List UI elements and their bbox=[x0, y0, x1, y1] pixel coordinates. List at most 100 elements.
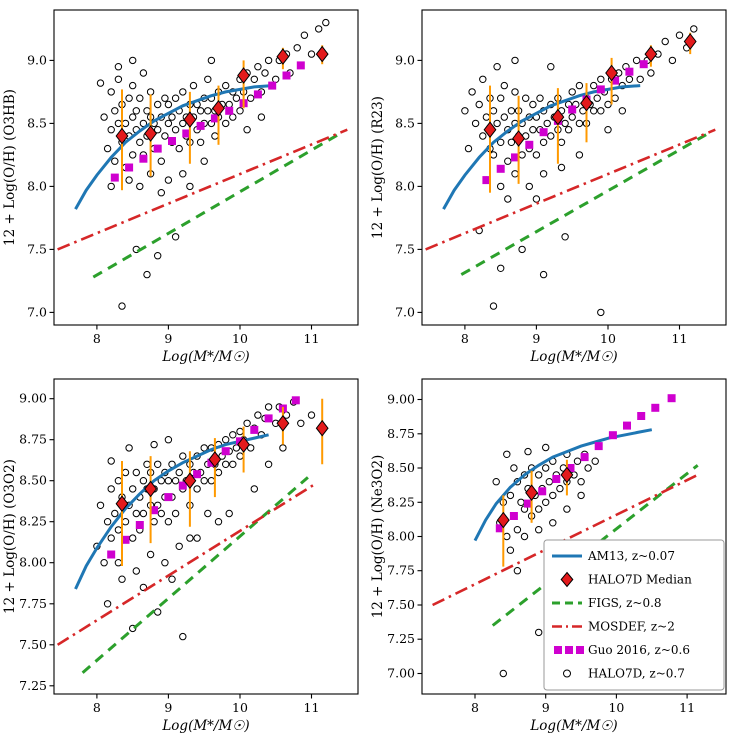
halo7d-point bbox=[568, 113, 576, 121]
x-axis: 8 9 10 11 bbox=[93, 694, 319, 715]
y-axis: 7.00 7.25 7.50 7.75 8.00 8.25 8.50 8.75 9.00 bbox=[387, 392, 422, 681]
guo-marker bbox=[639, 60, 648, 69]
y-tick-label: 8.75 bbox=[387, 426, 415, 441]
halo7d-point bbox=[168, 113, 176, 121]
halo7d-point bbox=[506, 546, 515, 554]
halo7d-point bbox=[532, 195, 541, 203]
halo7d-point bbox=[196, 138, 205, 147]
halo7d-point bbox=[125, 94, 133, 102]
halo7d-point bbox=[186, 534, 194, 542]
halo7d-point bbox=[535, 628, 543, 637]
x-axis-label: Log(M*/M☉) bbox=[161, 718, 249, 734]
halo7d-point bbox=[103, 144, 112, 153]
halo7d-point bbox=[139, 69, 148, 77]
halo7d-point bbox=[461, 107, 469, 115]
halo7d-point bbox=[214, 468, 223, 477]
figs-line bbox=[81, 476, 309, 674]
halo7d-point bbox=[143, 270, 151, 279]
halo7d-point bbox=[189, 81, 198, 90]
halo7d-point bbox=[125, 176, 133, 184]
guo-marker bbox=[150, 506, 159, 515]
halo7d-point bbox=[150, 440, 158, 449]
guo-marker bbox=[107, 550, 116, 559]
halo7d-point bbox=[204, 75, 212, 84]
halo7d-point bbox=[111, 107, 119, 115]
halo7d-point bbox=[507, 138, 516, 147]
halo7d-point bbox=[171, 477, 180, 485]
halo7d-point bbox=[545, 478, 554, 486]
halo7d-point bbox=[597, 308, 605, 317]
halo7d-point bbox=[261, 69, 269, 77]
guo-marker bbox=[538, 487, 547, 496]
halo7d-point bbox=[520, 532, 529, 541]
halo7d-point bbox=[547, 132, 555, 140]
figs-line bbox=[460, 132, 709, 276]
halo7d-point bbox=[214, 518, 223, 526]
halo7d-point bbox=[146, 550, 155, 559]
halo7d-point bbox=[504, 157, 512, 165]
y-tick-label: 7.25 bbox=[387, 631, 415, 646]
halo7d-point bbox=[164, 176, 173, 184]
y-axis-label: 12 + Log(O/H) (R23) bbox=[370, 96, 386, 239]
x-tick-label: 10 bbox=[232, 331, 248, 346]
halo7d-point bbox=[207, 477, 216, 485]
y-axis-label: 12 + Log(O/H) (Ne3O2) bbox=[370, 455, 386, 619]
halo7d-point bbox=[675, 31, 684, 39]
halo7d-point bbox=[111, 509, 119, 518]
halo7d-point bbox=[597, 75, 605, 84]
guo-marker bbox=[667, 394, 676, 403]
guo-marker bbox=[651, 403, 660, 412]
halo7d-point bbox=[179, 119, 187, 128]
median-diamond bbox=[605, 64, 619, 82]
halo7d-point bbox=[690, 25, 698, 33]
guo-line bbox=[110, 61, 305, 182]
halo7d-point bbox=[300, 31, 309, 39]
halo7d-point bbox=[475, 100, 483, 109]
y-tick-label: 9.00 bbox=[19, 391, 47, 406]
halo7d-point bbox=[532, 151, 541, 159]
guo-marker bbox=[182, 129, 191, 138]
halo7d-point bbox=[229, 431, 237, 439]
halo7d-point bbox=[175, 144, 183, 153]
mosdef-line bbox=[56, 482, 316, 646]
guo-marker bbox=[496, 164, 505, 173]
halo7d-point bbox=[139, 119, 148, 128]
halo7d-point bbox=[179, 88, 187, 96]
mosdef-line bbox=[425, 128, 716, 251]
halo7d-point bbox=[129, 113, 137, 121]
legend-box bbox=[543, 539, 725, 691]
median-diamond bbox=[315, 419, 329, 437]
halo7d-point bbox=[590, 107, 598, 115]
halo7d-point bbox=[114, 62, 123, 71]
halo7d-point bbox=[161, 132, 169, 140]
median-diamond bbox=[115, 127, 129, 145]
halo7d-point bbox=[604, 126, 612, 134]
plot-area bbox=[425, 25, 716, 317]
x-axis: 8 9 10 11 bbox=[461, 325, 687, 346]
figs-line bbox=[491, 464, 699, 627]
y-axis-label: 12 + Log(O/H) (O3O2) bbox=[2, 459, 18, 614]
halo7d-point bbox=[499, 669, 508, 678]
halo7d-point bbox=[604, 100, 612, 109]
median-diamond bbox=[560, 466, 574, 484]
y-tick-label: 9.0 bbox=[27, 52, 47, 67]
halo7d-point bbox=[542, 443, 550, 452]
halo7d-point bbox=[164, 119, 173, 128]
halo7d-point bbox=[196, 107, 205, 115]
halo7d-point bbox=[229, 113, 237, 121]
halo7d-point bbox=[489, 302, 498, 310]
halo7d-point bbox=[279, 444, 287, 452]
median-diamond bbox=[212, 99, 225, 117]
halo7d-point bbox=[542, 464, 550, 472]
y-axis-label: 12 + Log(O/H) (O3HB) bbox=[2, 89, 18, 246]
halo7d-point bbox=[236, 452, 244, 460]
halo7d-point bbox=[563, 505, 571, 513]
halo7d-point bbox=[100, 559, 108, 567]
chart-ne3o2: 8 9 10 11 7.00 7.25 7.50 7.75 8.00 8.25 8.50 8.75 9.… bbox=[370, 378, 727, 734]
y-tick-label: 8.50 bbox=[19, 473, 47, 488]
halo7d-point bbox=[493, 119, 501, 128]
halo7d-point bbox=[179, 632, 187, 641]
halo7d-point bbox=[207, 56, 216, 65]
legend-median-sample bbox=[560, 571, 574, 588]
x-tick-label: 10 bbox=[600, 331, 616, 346]
